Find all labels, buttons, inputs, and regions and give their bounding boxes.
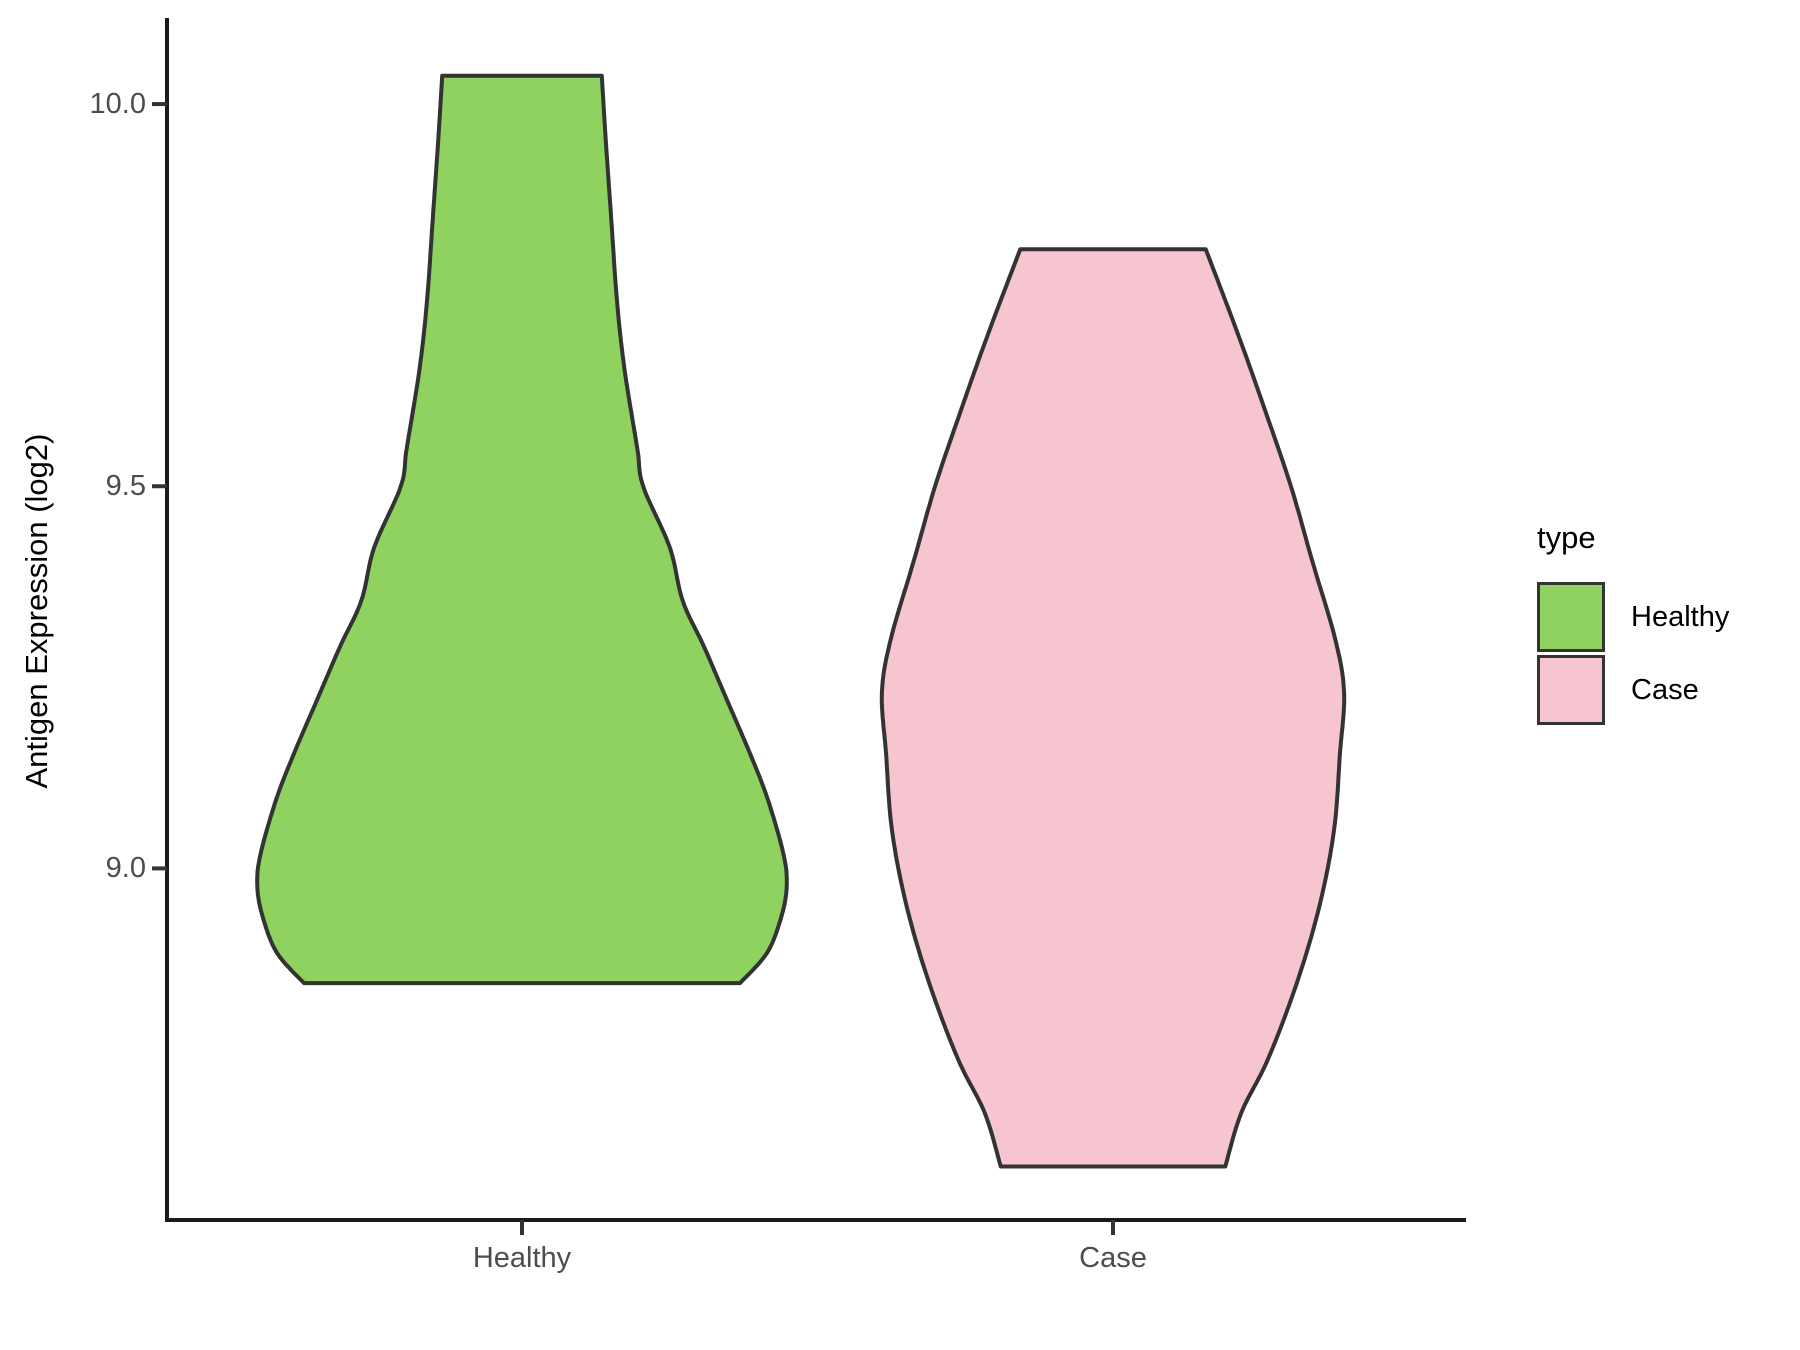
legend-key-case: Case [1537,655,1729,725]
legend: type Healthy Case [1537,520,1729,725]
legend-label-case: Case [1631,673,1699,706]
legend-key-healthy: Healthy [1537,582,1729,652]
y-axis-title: Antigen Expression (log2) [19,433,54,789]
violin-healthy [255,73,789,986]
legend-swatch-healthy-icon [1537,582,1605,652]
legend-swatch-case-icon [1537,655,1605,725]
legend-items: Healthy Case [1537,582,1729,725]
violin-case [879,247,1347,1169]
legend-title: type [1537,520,1596,555]
legend-label-healthy: Healthy [1631,600,1730,633]
